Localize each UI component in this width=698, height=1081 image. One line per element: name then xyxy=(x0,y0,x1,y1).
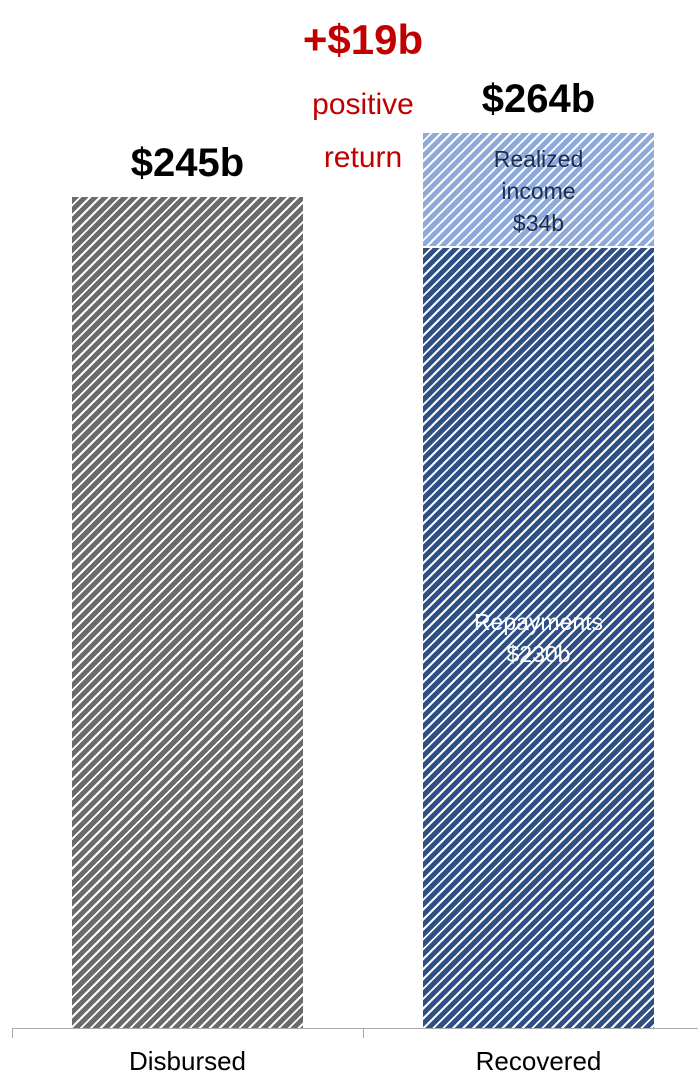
x-axis xyxy=(12,1028,698,1029)
bar-segment xyxy=(71,197,304,1028)
segment-name: Repayments xyxy=(473,609,604,636)
segment-label: Realized income $34b xyxy=(469,143,609,239)
segment-label: Repayments $230b xyxy=(469,606,609,670)
total-label: $245b xyxy=(130,141,245,186)
axis-tick xyxy=(12,1028,13,1038)
total-label: $264b xyxy=(481,77,596,122)
bar-segment xyxy=(422,248,655,1028)
bar-segment xyxy=(422,133,655,249)
x-tick-label: Recovered xyxy=(475,1046,602,1076)
annotation-value: +$19b xyxy=(302,16,424,63)
annotation-text: return xyxy=(323,141,403,174)
annotation-text: positive xyxy=(312,88,414,121)
axis-tick xyxy=(363,1028,364,1038)
x-tick-label: Disbursed xyxy=(128,1046,247,1076)
segment-name: Realized income xyxy=(493,145,584,204)
segment-value: $230b xyxy=(506,641,571,668)
segment-value: $34b xyxy=(512,209,565,236)
